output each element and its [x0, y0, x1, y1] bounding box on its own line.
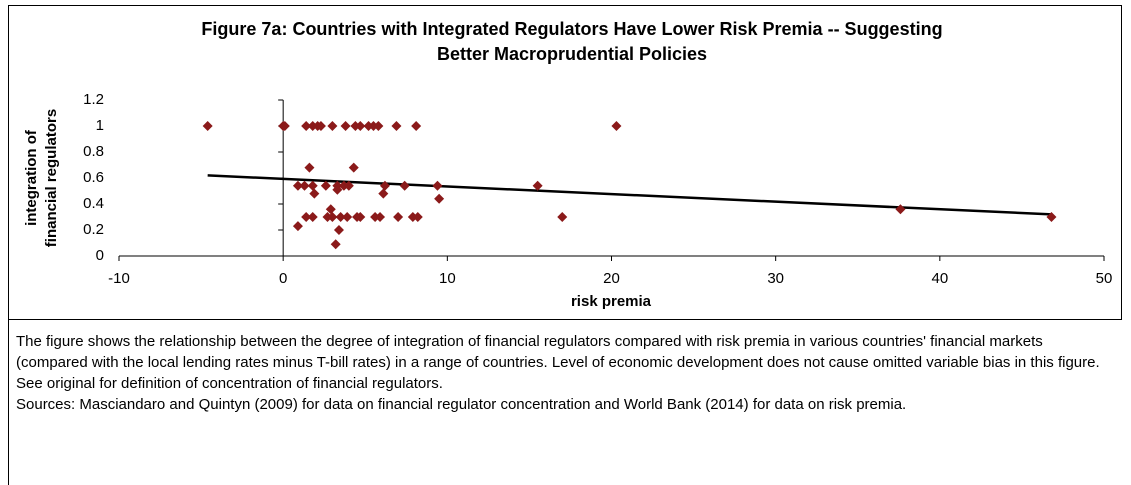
point: [373, 121, 384, 131]
point: [332, 184, 343, 195]
point: [325, 204, 336, 215]
y-axis-label: integration of: [23, 129, 40, 226]
x-tick-label: 10: [439, 270, 456, 287]
y-tick-label: 1: [96, 117, 104, 134]
point: [399, 180, 410, 191]
point: [1046, 212, 1057, 222]
y-tick-label: 0.8: [83, 143, 104, 160]
point: [355, 212, 366, 222]
point: [292, 180, 303, 191]
x-tick-label: 20: [603, 270, 620, 287]
x-tick-label: -10: [108, 270, 130, 287]
chart-title: Figure 7a: Countries with Integrated Reg…: [201, 19, 942, 39]
point: [434, 193, 445, 204]
x-tick-label: 50: [1096, 270, 1113, 287]
note: Sources: Masciandaro and Quintyn (2009) …: [16, 396, 907, 413]
notes: The figure shows the relationship betwee…: [16, 331, 1106, 415]
point: [304, 162, 315, 173]
y-tick-label: 0.6: [83, 169, 104, 186]
y-tick-label: 0.2: [83, 221, 104, 238]
point: [611, 121, 622, 131]
point: [279, 121, 290, 131]
point: [330, 239, 341, 250]
point: [301, 212, 312, 222]
point: [411, 121, 422, 131]
point: [335, 212, 346, 222]
point: [327, 121, 338, 131]
point: [895, 204, 906, 215]
point: [292, 221, 303, 232]
x-tick-label: 30: [767, 270, 784, 287]
point: [348, 162, 359, 173]
x-tick-label: 0: [279, 270, 287, 287]
point: [532, 180, 543, 191]
point: [340, 121, 351, 131]
point: [343, 180, 354, 191]
point: [393, 212, 404, 222]
point: [202, 121, 213, 131]
point: [412, 212, 423, 222]
point: [557, 212, 568, 222]
point: [379, 180, 390, 191]
point: [309, 188, 320, 199]
point: [315, 121, 326, 131]
point: [333, 225, 344, 235]
point: [299, 180, 310, 191]
point: [307, 212, 318, 222]
chart-title: Better Macroprudential Policies: [437, 44, 707, 64]
chart-border: [8, 5, 1122, 320]
y-axis-label: financial regulators: [43, 109, 60, 247]
x-tick-label: 40: [931, 270, 948, 287]
y-tick-label: 0.4: [83, 195, 104, 212]
point: [355, 121, 366, 131]
y-tick-label: 1.2: [83, 91, 104, 108]
point: [320, 180, 331, 191]
point: [378, 188, 389, 199]
point: [342, 212, 353, 222]
point: [375, 212, 386, 222]
x-axis-label: risk premia: [571, 293, 652, 310]
point: [301, 121, 312, 131]
point: [432, 180, 443, 191]
point: [391, 121, 402, 131]
note: The figure shows the relationship betwee…: [16, 333, 1100, 392]
y-tick-label: 0: [96, 247, 104, 264]
point: [327, 212, 338, 222]
point: [307, 180, 318, 191]
